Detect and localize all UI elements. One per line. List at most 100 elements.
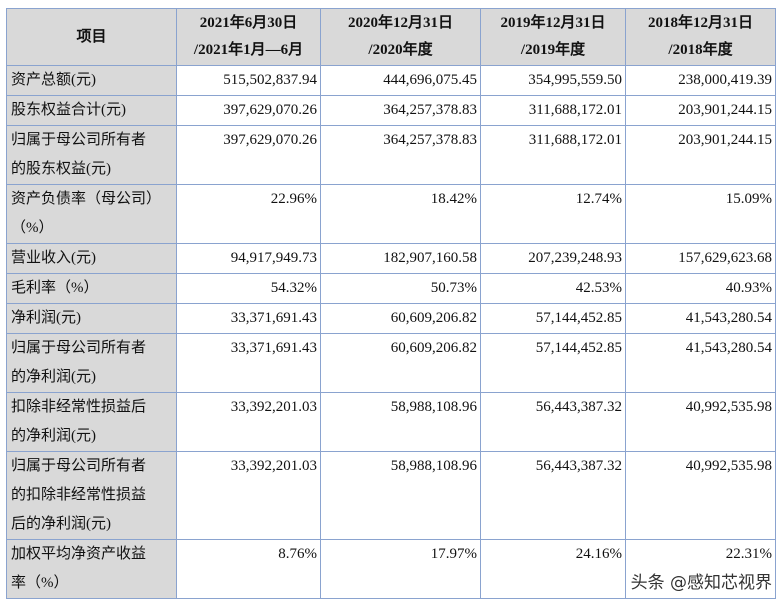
cell-value-text: 58,988,108.96 bbox=[390, 399, 477, 415]
header-line: 2020年12月31日 bbox=[347, 15, 453, 31]
row-label: 归属于母公司所有者 的扣除非经常性损益 后的净利润(元) bbox=[6, 451, 177, 540]
cell-value: 203,901,244.15 bbox=[625, 95, 776, 126]
cell-value: 33,371,691.43 bbox=[176, 333, 321, 393]
table-row: 净利润(元) 33,371,691.43 60,609,206.82 57,144,4… bbox=[6, 303, 776, 334]
row-label-line: 后的净利润(元) bbox=[11, 516, 111, 532]
cell-value: 397,629,070.26 bbox=[176, 95, 321, 126]
table-row: 资产负债率（母公司） （%） 22.96% 18.42% 12.74% 15.09% bbox=[6, 184, 776, 244]
cell-value-text: 24.16% bbox=[575, 546, 622, 562]
row-label: 归属于母公司所有者 的净利润(元) bbox=[6, 333, 177, 393]
table-row: 营业收入(元) 94,917,949.73 182,907,160.58 207,23… bbox=[6, 243, 776, 274]
cell-value: 515,502,837.94 bbox=[176, 65, 321, 96]
cell-value-text: 157,629,623.68 bbox=[678, 250, 772, 266]
cell-value: 33,392,201.03 bbox=[176, 392, 321, 452]
cell-value: 56,443,387.32 bbox=[480, 451, 626, 540]
row-label: 毛利率（%） bbox=[6, 273, 177, 304]
cell-value: 207,239,248.93 bbox=[480, 243, 626, 274]
cell-value: 311,688,172.01 bbox=[480, 125, 626, 185]
cell-value-text: 12.74% bbox=[575, 191, 622, 207]
cell-value-text: 203,901,244.15 bbox=[678, 102, 772, 118]
cell-value-text: 40,992,535.98 bbox=[685, 458, 772, 474]
cell-value: 58,988,108.96 bbox=[320, 392, 481, 452]
cell-value: 42.53% bbox=[480, 273, 626, 304]
cell-value: 354,995,559.50 bbox=[480, 65, 626, 96]
row-label: 股东权益合计(元) bbox=[6, 95, 177, 126]
header-row: 项目 2021年6月30日/2021年1月—6月 2020年12月31日/202… bbox=[6, 8, 776, 66]
row-label-line: 归属于母公司所有者 bbox=[11, 340, 147, 356]
cell-value-text: 41,543,280.54 bbox=[685, 340, 772, 356]
cell-value-text: 58,988,108.96 bbox=[390, 458, 477, 474]
cell-value: 40,992,535.98 bbox=[625, 392, 776, 452]
cell-value: 33,392,201.03 bbox=[176, 451, 321, 540]
header-line: /2020年度 bbox=[368, 42, 433, 58]
cell-value-text: 18.42% bbox=[430, 191, 477, 207]
cell-value-text: 41,543,280.54 bbox=[685, 310, 772, 326]
cell-value: 33,371,691.43 bbox=[176, 303, 321, 334]
cell-value-text: 56,443,387.32 bbox=[535, 458, 622, 474]
financial-summary-table: 项目 2021年6月30日/2021年1月—6月 2020年12月31日/202… bbox=[6, 8, 776, 599]
cell-value-text: 60,609,206.82 bbox=[390, 310, 477, 326]
cell-value-text: 33,392,201.03 bbox=[230, 458, 317, 474]
cell-value-text: 364,257,378.83 bbox=[383, 132, 477, 148]
cell-value: 22.96% bbox=[176, 184, 321, 244]
cell-value: 40.93% bbox=[625, 273, 776, 304]
row-label: 归属于母公司所有者 的股东权益(元) bbox=[6, 125, 177, 185]
row-label-line: 的净利润(元) bbox=[11, 369, 96, 385]
row-label: 加权平均净资产收益 率（%） bbox=[6, 539, 177, 599]
cell-value-text: 203,901,244.15 bbox=[678, 132, 772, 148]
cell-value: 24.16% bbox=[480, 539, 626, 599]
cell-value: 94,917,949.73 bbox=[176, 243, 321, 274]
header-col-2020: 2020年12月31日/2020年度 bbox=[320, 8, 481, 66]
cell-value: 203,901,244.15 bbox=[625, 125, 776, 185]
cell-value: 22.31% 头条 @感知芯视界 bbox=[625, 539, 776, 599]
table-row: 归属于母公司所有者 的净利润(元) 33,371,691.43 60,609,206.… bbox=[6, 333, 776, 393]
row-label-line: （%） bbox=[11, 220, 54, 236]
cell-value-text: 42.53% bbox=[575, 280, 622, 296]
row-label-line: 扣除非经常性损益后 bbox=[11, 399, 147, 415]
cell-value: 364,257,378.83 bbox=[320, 125, 481, 185]
cell-value-text: 311,688,172.01 bbox=[528, 132, 622, 148]
cell-value: 40,992,535.98 bbox=[625, 451, 776, 540]
row-label-line: 毛利率（%） bbox=[11, 280, 99, 296]
row-label: 净利润(元) bbox=[6, 303, 177, 334]
row-label: 营业收入(元) bbox=[6, 243, 177, 274]
cell-value-text: 33,371,691.43 bbox=[230, 340, 317, 356]
cell-value-text: 364,257,378.83 bbox=[383, 102, 477, 118]
cell-value-text: 33,392,201.03 bbox=[230, 399, 317, 415]
row-label-line: 的净利润(元) bbox=[11, 428, 96, 444]
header-line: 2021年6月30日 bbox=[199, 15, 298, 31]
header-line: /2019年度 bbox=[520, 42, 586, 58]
cell-value: 182,907,160.58 bbox=[320, 243, 481, 274]
table-row: 毛利率（%） 54.32% 50.73% 42.53% 40.93% bbox=[6, 273, 776, 304]
table-row: 股东权益合计(元) 397,629,070.26 364,257,378.83 311… bbox=[6, 95, 776, 126]
cell-value-text: 33,371,691.43 bbox=[230, 310, 317, 326]
cell-value: 56,443,387.32 bbox=[480, 392, 626, 452]
cell-value-text: 182,907,160.58 bbox=[383, 250, 477, 266]
row-label-line: 归属于母公司所有者 bbox=[11, 458, 147, 474]
cell-value-text: 22.31% bbox=[725, 546, 772, 562]
header-col-2021: 2021年6月30日/2021年1月—6月 bbox=[176, 8, 321, 66]
row-label-line: 营业收入(元) bbox=[11, 250, 96, 266]
header-line: /2018年度 bbox=[668, 42, 733, 58]
cell-value: 41,543,280.54 bbox=[625, 303, 776, 334]
cell-value: 60,609,206.82 bbox=[320, 303, 481, 334]
row-label: 扣除非经常性损益后 的净利润(元) bbox=[6, 392, 177, 452]
header-item: 项目 bbox=[6, 8, 177, 66]
cell-value: 57,144,452.85 bbox=[480, 333, 626, 393]
cell-value: 157,629,623.68 bbox=[625, 243, 776, 274]
row-label-line: 加权平均净资产收益 bbox=[11, 546, 147, 562]
cell-value: 8.76% bbox=[176, 539, 321, 599]
table-row: 资产总额(元) 515,502,837.94 444,696,075.45 354,9… bbox=[6, 65, 776, 96]
cell-value-text: 15.09% bbox=[725, 191, 772, 207]
cell-value: 364,257,378.83 bbox=[320, 95, 481, 126]
cell-value: 12.74% bbox=[480, 184, 626, 244]
cell-value-text: 444,696,075.45 bbox=[383, 72, 477, 88]
cell-value-text: 311,688,172.01 bbox=[528, 102, 622, 118]
row-label: 资产总额(元) bbox=[6, 65, 177, 96]
cell-value: 238,000,419.39 bbox=[625, 65, 776, 96]
cell-value-text: 22.96% bbox=[270, 191, 317, 207]
cell-value: 58,988,108.96 bbox=[320, 451, 481, 540]
row-label-line: 归属于母公司所有者 bbox=[11, 132, 147, 148]
cell-value: 50.73% bbox=[320, 273, 481, 304]
cell-value: 17.97% bbox=[320, 539, 481, 599]
